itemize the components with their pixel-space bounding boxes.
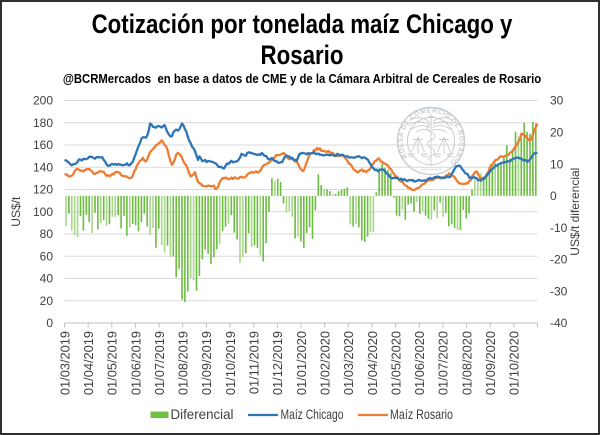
svg-text:-10: -10 — [550, 221, 568, 235]
svg-text:100: 100 — [33, 205, 53, 219]
svg-text:10: 10 — [550, 157, 564, 171]
svg-text:01/07/2019: 01/07/2019 — [152, 331, 167, 395]
svg-text:20: 20 — [550, 126, 564, 140]
svg-text:-40: -40 — [550, 316, 568, 330]
svg-text:01/03/2019: 01/03/2019 — [57, 331, 72, 395]
svg-text:Diferencial: Diferencial — [171, 406, 234, 422]
svg-text:0: 0 — [550, 189, 557, 203]
svg-text:20: 20 — [40, 294, 54, 308]
svg-text:01/11/2019: 01/11/2019 — [247, 331, 262, 394]
svg-text:80: 80 — [40, 227, 54, 241]
svg-text:US$/t: US$/t — [9, 196, 23, 227]
svg-text:01/01/2020: 01/01/2020 — [294, 331, 309, 395]
svg-text:01/10/2019: 01/10/2019 — [223, 331, 238, 395]
svg-text:01/05/2019: 01/05/2019 — [105, 331, 120, 395]
svg-text:0: 0 — [46, 316, 53, 330]
svg-text:01/05/2020: 01/05/2020 — [388, 331, 403, 395]
svg-text:30: 30 — [550, 94, 564, 108]
svg-text:01/07/2020: 01/07/2020 — [436, 331, 451, 395]
svg-text:01/06/2020: 01/06/2020 — [412, 331, 427, 395]
svg-text:01/04/2020: 01/04/2020 — [365, 331, 380, 395]
svg-text:01/08/2020: 01/08/2020 — [459, 331, 474, 395]
svg-text:01/10/2020: 01/10/2020 — [507, 331, 522, 395]
svg-text:160: 160 — [33, 138, 53, 152]
svg-text:140: 140 — [33, 160, 53, 174]
svg-text:01/04/2019: 01/04/2019 — [81, 331, 96, 395]
svg-text:40: 40 — [40, 272, 54, 286]
svg-text:01/03/2020: 01/03/2020 — [341, 331, 356, 395]
svg-text:01/02/2020: 01/02/2020 — [317, 331, 332, 395]
svg-text:01/08/2019: 01/08/2019 — [176, 331, 191, 395]
svg-text:01/09/2020: 01/09/2020 — [483, 331, 498, 395]
svg-text:Maíz Chicago: Maíz Chicago — [281, 406, 344, 422]
svg-text:01/12/2019: 01/12/2019 — [270, 331, 285, 395]
svg-text:120: 120 — [33, 183, 53, 197]
svg-text:Maíz Rosario: Maíz Rosario — [390, 406, 453, 422]
svg-text:-30: -30 — [550, 284, 568, 298]
svg-text:01/06/2019: 01/06/2019 — [128, 331, 143, 395]
svg-text:200: 200 — [33, 94, 53, 108]
svg-text:60: 60 — [40, 249, 54, 263]
svg-text:01/09/2019: 01/09/2019 — [199, 331, 214, 395]
svg-text:US$/t diferencial: US$/t diferencial — [568, 168, 582, 256]
svg-text:-20: -20 — [550, 253, 568, 267]
svg-text:180: 180 — [33, 116, 53, 130]
